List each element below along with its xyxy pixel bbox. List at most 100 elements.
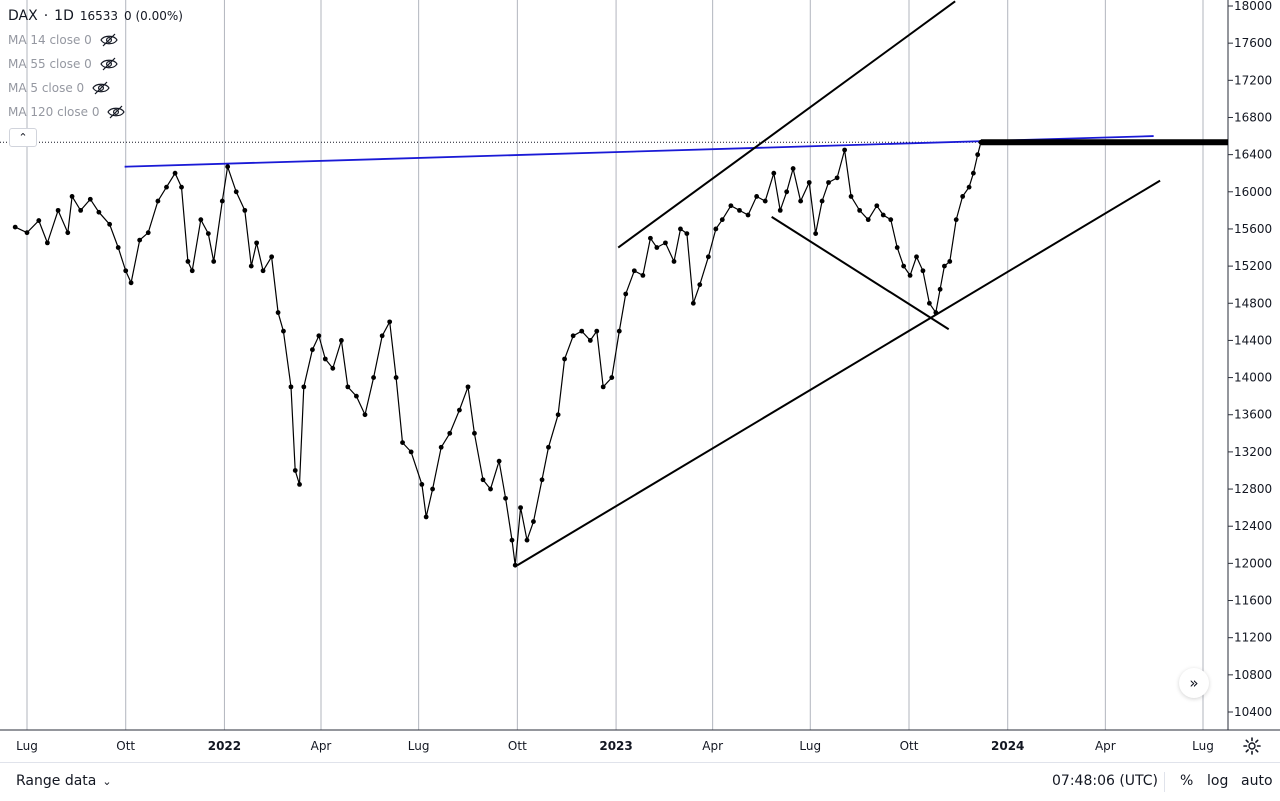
price-point (480, 477, 486, 483)
price-point (640, 272, 646, 278)
price-point (806, 180, 812, 185)
price-point (901, 263, 907, 269)
price-point (737, 207, 742, 213)
price-point (465, 384, 471, 390)
price-point (371, 375, 376, 380)
price-point (137, 237, 143, 243)
hidden-eye-icon[interactable] (100, 33, 118, 47)
price-point (96, 209, 102, 215)
auto-scale-toggle[interactable]: auto (1241, 773, 1273, 789)
price-point (623, 291, 629, 297)
price-point (942, 263, 947, 269)
y-tick-label: 14400 (1234, 333, 1272, 347)
x-tick-label: Lug (16, 739, 38, 753)
price-point (705, 254, 711, 260)
price-point (594, 328, 600, 334)
ma-label: MA 14 close 0 (8, 33, 92, 47)
price-point (678, 226, 683, 232)
price-point (848, 194, 854, 199)
price-point (488, 486, 493, 492)
settings-gear-icon[interactable] (1242, 736, 1262, 756)
price-point (115, 245, 121, 250)
hidden-eye-icon[interactable] (92, 81, 110, 95)
price-point (713, 226, 719, 232)
x-tick-label: Lug (408, 739, 430, 753)
price-point (518, 505, 523, 511)
hidden-eye-icon[interactable] (107, 105, 126, 119)
price-point (233, 189, 239, 195)
price-point (419, 482, 425, 487)
price-point (562, 356, 567, 362)
price-point (281, 328, 286, 334)
y-tick-label: 15200 (1234, 259, 1272, 273)
price-point (408, 449, 414, 455)
price-point (587, 338, 593, 343)
price-point (354, 393, 359, 399)
price-point (771, 170, 777, 176)
price-point (503, 495, 508, 501)
x-tick-label: Apr (311, 739, 332, 753)
price-point (671, 259, 677, 264)
x-tick-label: Apr (1095, 739, 1116, 753)
price-point (978, 139, 984, 145)
price-point (292, 468, 298, 473)
price-point (107, 221, 113, 227)
hidden-eye-icon[interactable] (100, 57, 118, 71)
price-point (524, 537, 530, 543)
ma-label: MA 5 close 0 (8, 81, 85, 95)
price-point (78, 207, 84, 213)
price-point (310, 347, 315, 353)
interval-label[interactable]: 1D (54, 8, 74, 24)
ma-indicator-row[interactable]: MA 55 close 0 (8, 52, 183, 76)
price-point (219, 198, 225, 204)
price-point (937, 286, 943, 292)
price-point (472, 430, 477, 436)
price-point (953, 217, 959, 223)
y-tick-label: 13200 (1234, 445, 1272, 459)
price-point (275, 310, 281, 315)
ma-indicator-row[interactable]: MA 14 close 0 (8, 28, 183, 52)
price-point (185, 259, 191, 264)
price-point (387, 319, 393, 325)
price-point (205, 231, 211, 236)
price-point (826, 180, 831, 185)
price-point (907, 272, 913, 278)
price-point (790, 166, 796, 171)
x-tick-label: 2022 (208, 739, 241, 753)
chart-legend: DAX · 1D 16533 0 (0.00%) MA 14 close 0 M… (8, 8, 183, 124)
symbol-name[interactable]: DAX (8, 8, 38, 24)
price-point (288, 384, 294, 390)
double-chevron-right-icon: » (1189, 674, 1199, 692)
price-chart[interactable]: Lug Ott 2022 Apr Lug Ott 2023 Apr Lug Ott 2024 Apr L… (0, 0, 1280, 762)
x-tick-label: Ott (116, 739, 135, 753)
log-scale-toggle[interactable]: log (1207, 773, 1229, 789)
ma-indicator-row[interactable]: MA 5 close 0 (8, 76, 183, 100)
y-tick-label: 16000 (1234, 185, 1272, 199)
price-point (330, 365, 336, 371)
price-point (579, 328, 585, 334)
chevron-down-icon: ⌄ (102, 774, 112, 788)
price-point (164, 184, 169, 190)
percent-scale-toggle[interactable]: % (1180, 773, 1194, 789)
price-point (880, 212, 886, 218)
x-tick-label: 2024 (991, 739, 1024, 753)
price-point (690, 300, 696, 306)
utc-clock[interactable]: 07:48:06 (UTC) (1052, 773, 1159, 789)
scroll-to-realtime-button[interactable]: » (1179, 668, 1209, 698)
legend-separator: · (43, 8, 49, 24)
price-point (87, 196, 93, 202)
ma-indicator-row[interactable]: MA 120 close 0 (8, 100, 183, 124)
price-point (857, 207, 863, 213)
price-point (609, 375, 615, 380)
range-selector[interactable]: Range data ⌄ (16, 773, 112, 789)
price-point (12, 224, 18, 230)
price-point (600, 384, 606, 390)
collapse-legend-button[interactable]: ⌃ (9, 128, 37, 147)
price-point (447, 430, 453, 436)
price-point (728, 203, 734, 209)
y-tick-label: 17600 (1234, 36, 1272, 50)
price-point (145, 230, 151, 236)
y-tick-label: 12000 (1234, 556, 1272, 570)
price-point (819, 198, 825, 204)
price-point (798, 198, 804, 204)
